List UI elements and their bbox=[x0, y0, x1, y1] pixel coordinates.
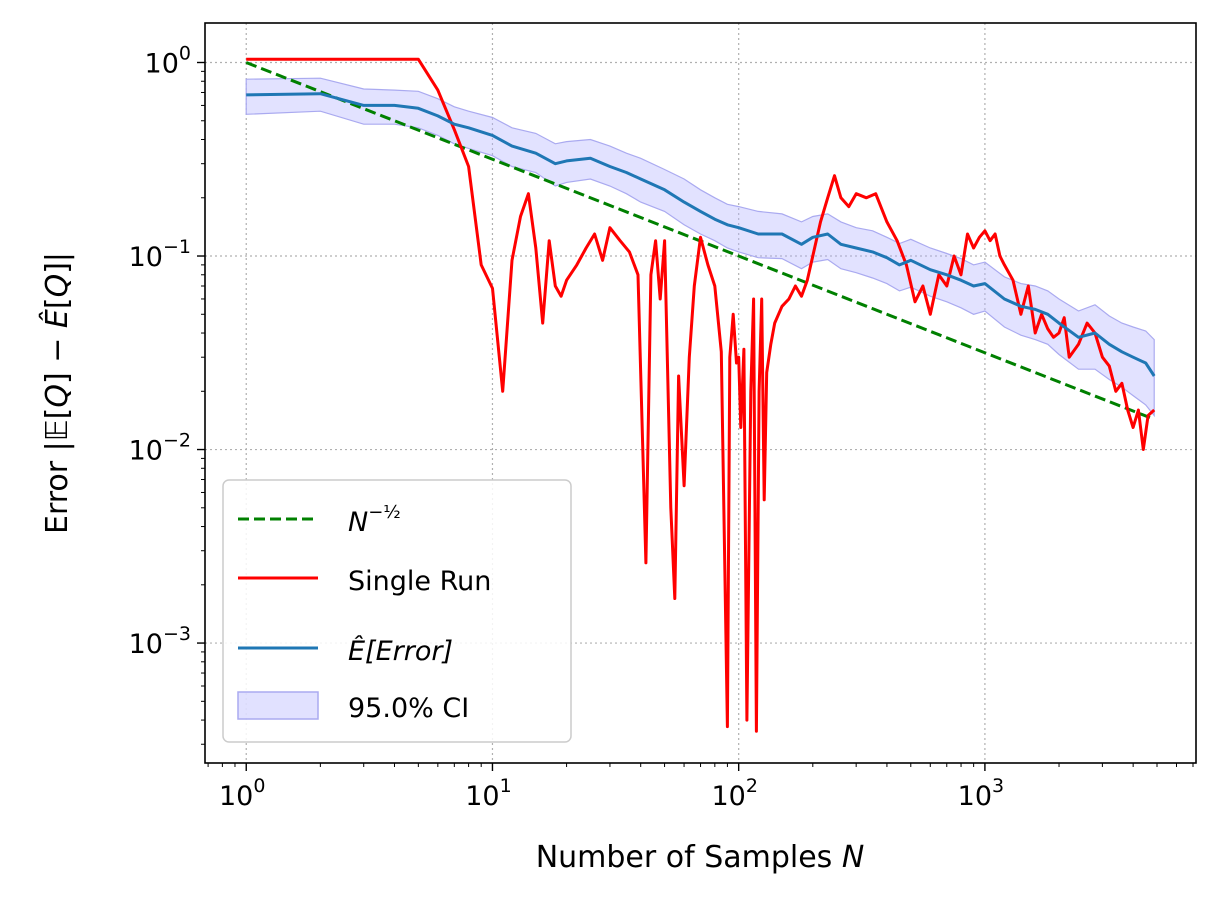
legend-label-ci: 95.0% CI bbox=[348, 693, 469, 724]
legend-power-law-exp: −½ bbox=[368, 502, 401, 523]
series-single-run bbox=[246, 57, 1156, 733]
legend: N−½ Single Run Ê[Error] 95.0% CI bbox=[222, 479, 572, 743]
x-tick-label: 103 bbox=[958, 775, 1004, 812]
legend-power-law-base: N bbox=[348, 507, 368, 538]
series-mean-error bbox=[246, 92, 1156, 377]
y-tick-label: 10−1 bbox=[129, 236, 191, 273]
plot-area bbox=[245, 57, 1156, 733]
legend-box bbox=[222, 479, 572, 743]
legend-label-mean-error: Ê[Error] bbox=[348, 635, 453, 667]
y-tick-label: 100 bbox=[145, 43, 191, 80]
x-tick-label: 101 bbox=[465, 775, 511, 812]
legend-label-single-run: Single Run bbox=[348, 566, 491, 597]
y-axis-label: Error |𝔼[Q] − Ê[Q]| bbox=[39, 252, 75, 534]
x-axis-label: Number of Samples N bbox=[536, 840, 865, 875]
y-tick-label: 10−3 bbox=[129, 623, 191, 660]
legend-label-power-law: N−½ bbox=[348, 502, 401, 538]
axis-ticks: 100 101 102 103 10−3 10−2 10−1 100 bbox=[129, 43, 1194, 812]
y-tick-label: 10−2 bbox=[129, 430, 191, 467]
x-tick-label: 102 bbox=[711, 775, 757, 812]
x-tick-label: 100 bbox=[219, 775, 265, 812]
legend-swatch-ci bbox=[237, 691, 319, 720]
ci-band bbox=[245, 77, 1155, 418]
